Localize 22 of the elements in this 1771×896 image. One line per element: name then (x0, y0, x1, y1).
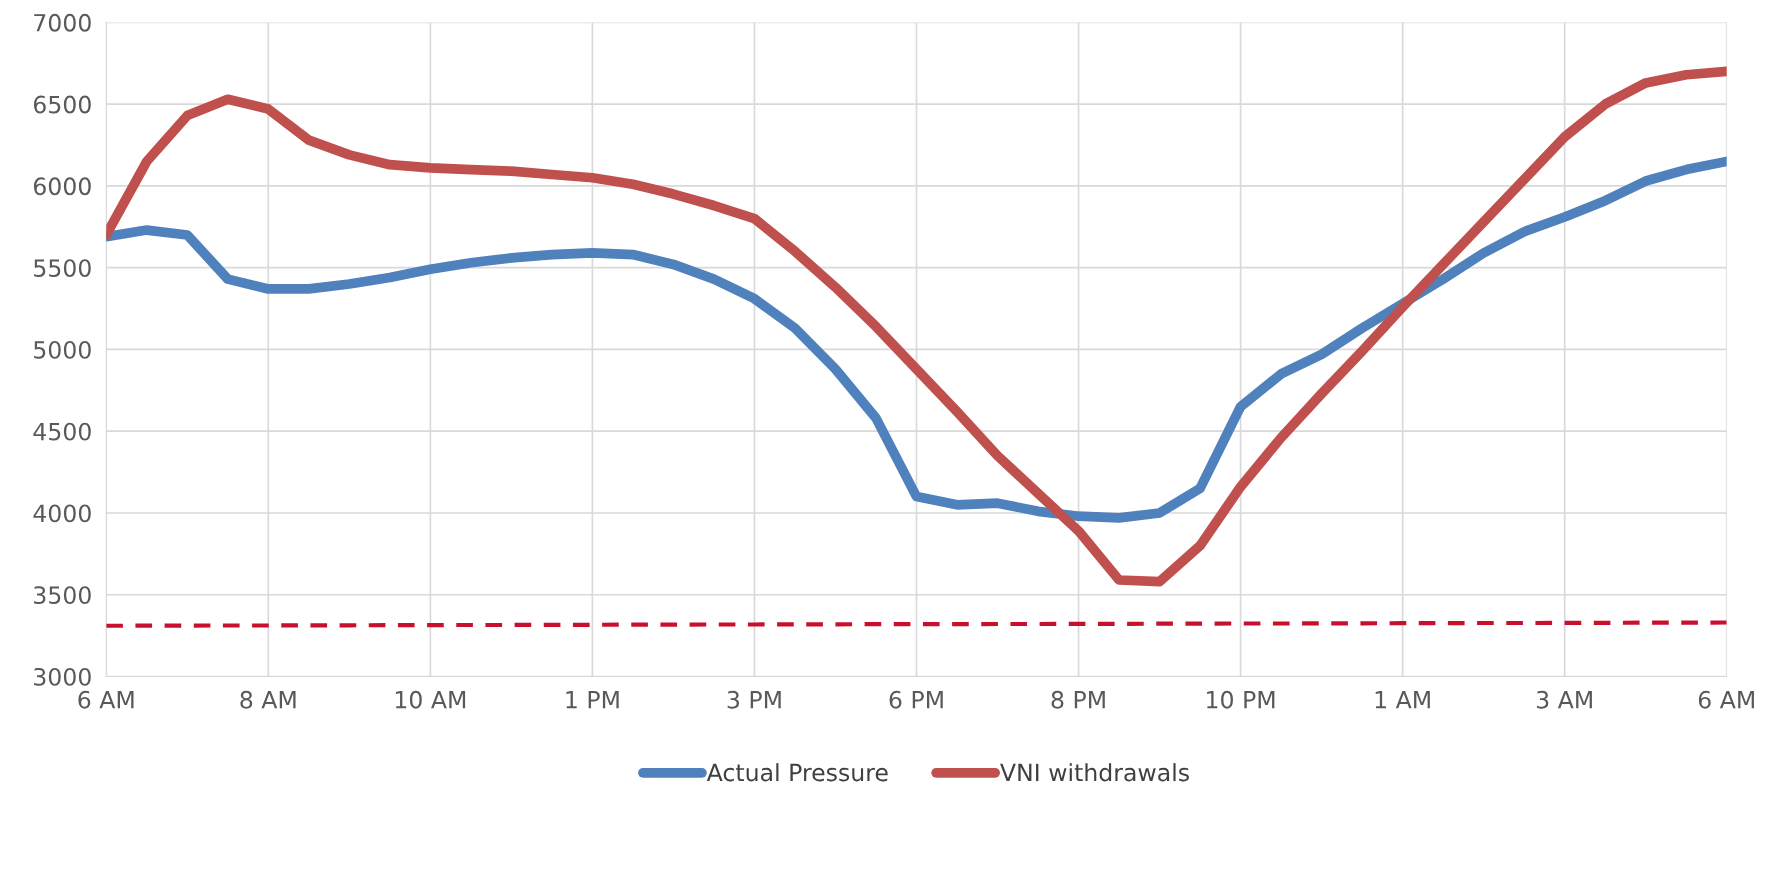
y-tick-label: 4000 (33, 504, 91, 523)
x-tick-label: 1 PM (566, 691, 619, 709)
y-tick-label: 4500 (33, 422, 91, 441)
x-tick-label: 6 PM (889, 690, 943, 709)
x-tick-label: 10 AM (395, 690, 466, 709)
x-tick-label: 8 PM (1051, 690, 1105, 709)
x-tick-label: 3 PM (727, 690, 781, 709)
y-tick-label: 7000 (34, 13, 91, 32)
y-tick-label: 6500 (33, 95, 91, 114)
x-tick-label: 6 AM (78, 690, 134, 709)
legend-label: VNI withdrawals (1000, 763, 1189, 782)
y-tick-label: 6000 (33, 177, 91, 196)
x-tick-label: 6 AM (1698, 690, 1754, 709)
y-tick-label: 3500 (34, 586, 91, 605)
x-tick-label: 1 AM (1375, 691, 1430, 709)
y-tick-label: 5500 (34, 259, 91, 277)
y-tick-label: 5000 (34, 340, 91, 359)
x-tick-label: 10 PM (1207, 690, 1275, 709)
legend-label: Actual Pressure (706, 763, 888, 782)
x-tick-label: 8 AM (240, 690, 296, 709)
y-tick-label: 3000 (34, 667, 91, 686)
x-tick-label: 3 AM (1536, 690, 1592, 709)
